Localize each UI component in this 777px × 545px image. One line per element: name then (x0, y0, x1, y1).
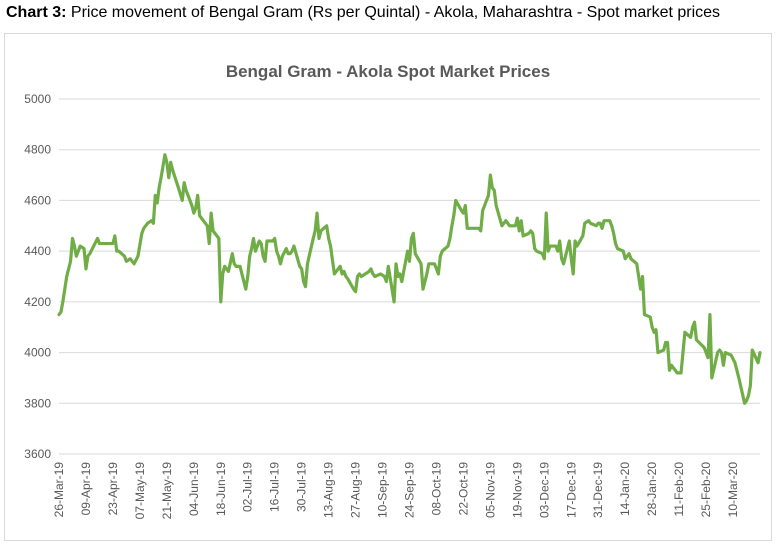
y-axis: 3600 3800 4000 4200 4400 4600 4800 5000 (24, 92, 51, 461)
x-tick-label: 05-Nov-19 (483, 462, 497, 518)
x-tick-label: 10-Mar-20 (726, 462, 740, 518)
x-tick-label: 19-Nov-19 (510, 462, 524, 518)
caption-prefix: Chart 3: (6, 4, 67, 21)
x-tick-label: 30-Jul-19 (295, 462, 309, 512)
x-tick-label: 21-May-19 (160, 462, 174, 520)
chart-container: Bengal Gram - Akola Spot Market Prices 3… (4, 33, 772, 541)
chart-caption: Chart 3: Price movement of Bengal Gram (… (6, 4, 720, 22)
x-tick-label: 26-Mar-19 (52, 462, 66, 518)
x-tick-label: 25-Feb-20 (699, 462, 713, 518)
x-tick-label: 22-Oct-19 (456, 462, 470, 516)
price-line-chart: Bengal Gram - Akola Spot Market Prices 3… (24, 62, 762, 520)
caption-text: Price movement of Bengal Gram (Rs per Qu… (70, 4, 721, 21)
y-tick-label: 4200 (24, 295, 51, 309)
y-tick-label: 5000 (24, 92, 51, 106)
x-tick-label: 14-Jan-20 (618, 462, 632, 516)
x-tick-label: 18-Jun-19 (214, 462, 228, 516)
x-axis: 26-Mar-19 09-Apr-19 23-Apr-19 07-May-19 21-M… (52, 462, 740, 520)
x-tick-label: 11-Feb-20 (672, 462, 686, 517)
x-tick-label: 31-Dec-19 (591, 462, 605, 518)
x-tick-label: 17-Dec-19 (564, 462, 578, 518)
y-tick-label: 4400 (24, 244, 51, 258)
x-tick-label: 10-Sep-19 (376, 462, 390, 518)
x-tick-label: 16-Jul-19 (268, 462, 282, 512)
x-tick-label: 23-Apr-19 (106, 462, 120, 516)
price-series-line (57, 153, 762, 405)
x-tick-label: 08-Oct-19 (429, 462, 443, 516)
x-tick-label: 02-Jul-19 (241, 462, 255, 512)
x-tick-label: 09-Apr-19 (79, 462, 93, 516)
y-tick-label: 3800 (24, 396, 51, 410)
x-tick-label: 03-Dec-19 (537, 462, 551, 518)
y-tick-label: 3600 (24, 447, 51, 461)
x-tick-label: 24-Sep-19 (403, 462, 417, 518)
gridlines (59, 98, 760, 455)
y-tick-label: 4000 (24, 346, 51, 360)
chart-title: Bengal Gram - Akola Spot Market Prices (226, 62, 550, 81)
x-tick-label: 28-Jan-20 (645, 462, 659, 516)
x-tick-label: 07-May-19 (133, 462, 147, 520)
x-tick-label: 27-Aug-19 (349, 462, 363, 518)
x-tick-label: 13-Aug-19 (322, 462, 336, 518)
y-tick-label: 4600 (24, 193, 51, 207)
x-tick-label: 04-Jun-19 (187, 462, 201, 516)
y-tick-label: 4800 (24, 143, 51, 157)
